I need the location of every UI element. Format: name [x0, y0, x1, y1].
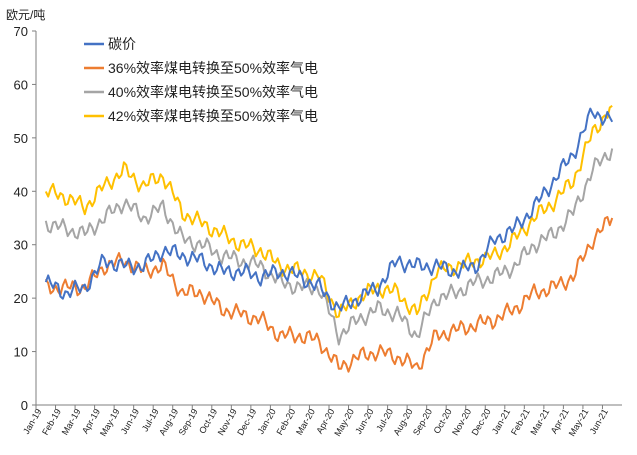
legend-label: 40%效率煤电转换至50%效率气电: [108, 84, 318, 100]
x-tick-label: Jun-19: [119, 407, 141, 436]
x-tick-label: Dec-20: [470, 407, 493, 437]
y-axis-unit-label: 欧元/吨: [6, 8, 46, 22]
x-tick-label: Jul-19: [140, 407, 161, 433]
x-tick-label: Mar-21: [528, 407, 551, 437]
x-tick-label: Mar-20: [294, 407, 317, 437]
y-tick-label: 70: [14, 24, 28, 39]
y-tick-label: 20: [14, 291, 28, 306]
series-line-2: [44, 148, 614, 346]
y-tick-label: 40: [14, 184, 28, 199]
legend-label: 42%效率煤电转换至50%效率气电: [108, 108, 318, 124]
x-tick-label: Jul-20: [374, 407, 395, 433]
x-tick-label: Jun-20: [353, 407, 375, 436]
x-tick-label: May-21: [567, 407, 591, 438]
y-tick-label: 50: [14, 131, 28, 146]
legend-label: 36%效率煤电转换至50%效率气电: [108, 60, 318, 76]
series-line-0: [44, 107, 614, 312]
y-tick-label: 10: [14, 345, 28, 360]
x-tick-label: May-19: [98, 407, 122, 438]
y-tick-label: 0: [21, 398, 28, 413]
y-tick-label: 60: [14, 77, 28, 92]
x-tick-label: Sep-20: [411, 407, 434, 437]
x-tick-label: Mar-19: [60, 407, 83, 437]
x-tick-label: Jun-21: [588, 407, 610, 436]
series-line-1: [44, 216, 614, 373]
legend-label: 碳价: [108, 36, 136, 52]
y-tick-label: 30: [14, 238, 28, 253]
x-tick-label: Sep-19: [177, 407, 200, 437]
x-tick-label: Dec-19: [235, 407, 258, 437]
